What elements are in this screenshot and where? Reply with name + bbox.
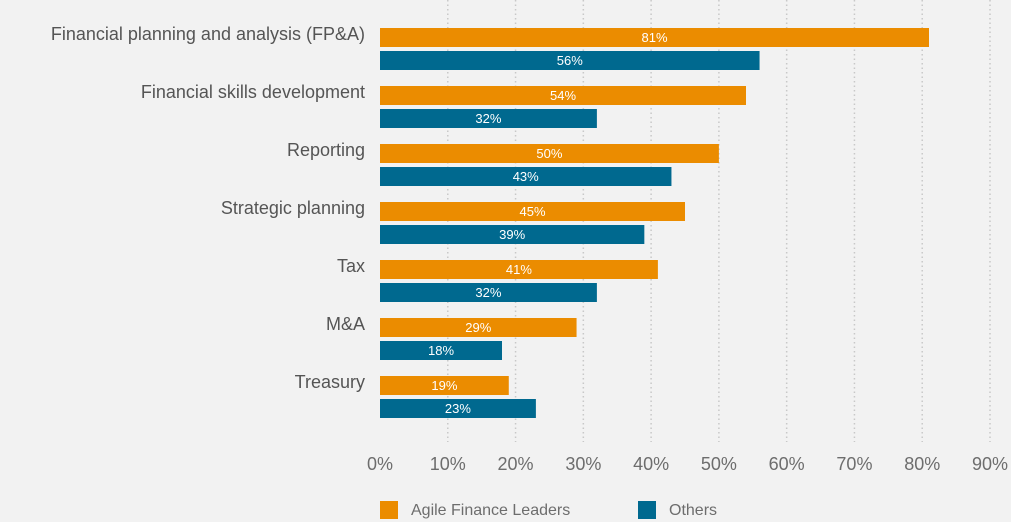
x-tick-label: 60% [769, 454, 805, 474]
x-tick-label: 90% [972, 454, 1008, 474]
x-tick-label: 50% [701, 454, 737, 474]
data-label: 29% [465, 320, 491, 335]
bar [380, 202, 685, 221]
bar [380, 28, 929, 47]
category-label: Financial skills development [141, 82, 365, 102]
bar [380, 318, 577, 337]
data-label: 39% [499, 227, 525, 242]
category-label: Tax [337, 256, 365, 276]
data-label: 45% [519, 204, 545, 219]
data-label: 43% [513, 169, 539, 184]
category-label: Strategic planning [221, 198, 365, 218]
x-tick-label: 20% [498, 454, 534, 474]
legend-swatch [380, 501, 398, 519]
x-tick-label: 0% [367, 454, 393, 474]
category-label: Reporting [287, 140, 365, 160]
bar [380, 283, 597, 302]
bar [380, 167, 672, 186]
x-tick-label: 30% [565, 454, 601, 474]
x-tick-label: 80% [904, 454, 940, 474]
x-tick-label: 70% [836, 454, 872, 474]
legend-swatch [638, 501, 656, 519]
legend-label: Others [669, 502, 717, 519]
data-label: 23% [445, 401, 471, 416]
bar [380, 399, 536, 418]
bar [380, 144, 719, 163]
data-label: 32% [475, 285, 501, 300]
data-label: 41% [506, 262, 532, 277]
x-tick-label: 10% [430, 454, 466, 474]
category-label: M&A [326, 314, 365, 334]
data-label: 54% [550, 88, 576, 103]
bar [380, 86, 746, 105]
bar [380, 109, 597, 128]
x-tick-label: 40% [633, 454, 669, 474]
data-label: 32% [475, 111, 501, 126]
data-label: 50% [536, 146, 562, 161]
category-label: Treasury [295, 372, 365, 392]
data-label: 18% [428, 343, 454, 358]
bar [380, 376, 509, 395]
data-label: 81% [641, 30, 667, 45]
bar [380, 51, 760, 70]
bar [380, 260, 658, 279]
bar [380, 341, 502, 360]
legend-label: Agile Finance Leaders [411, 502, 570, 519]
data-label: 19% [431, 378, 457, 393]
category-label: Financial planning and analysis (FP&A) [51, 24, 365, 44]
data-label: 56% [557, 53, 583, 68]
bar [380, 225, 645, 244]
